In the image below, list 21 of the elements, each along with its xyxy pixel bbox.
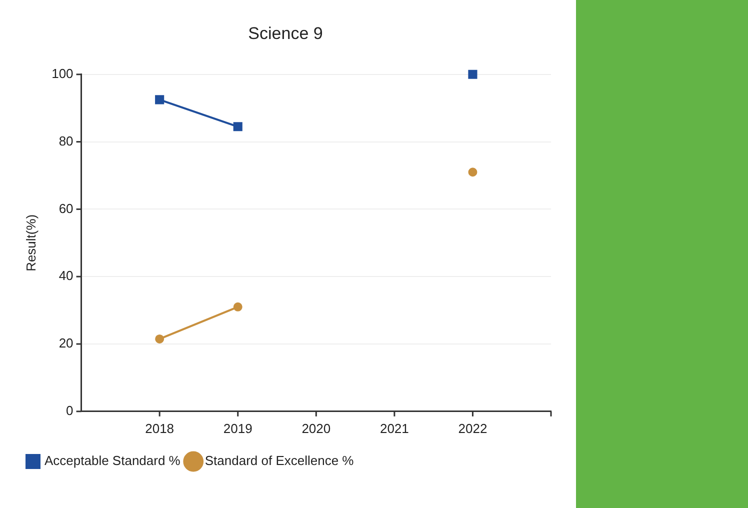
point: [233, 302, 242, 312]
point: [233, 122, 242, 132]
x-tick-label: 2020: [302, 420, 331, 436]
x-tick-label: 2022: [458, 420, 488, 436]
y-tick-label: 20: [58, 336, 74, 351]
x-tick-label: 2018: [145, 420, 174, 436]
y-tick-label: 80: [58, 133, 74, 148]
point: [155, 334, 164, 344]
legend-label: Acceptable Standard %: [44, 453, 181, 468]
legend-label: Standard of Excellence %: [204, 453, 354, 468]
point: [155, 95, 164, 104]
y-tick-label: 100: [52, 66, 74, 81]
x-tick-label: 2021: [380, 420, 409, 436]
chart-title: Science 9: [248, 24, 323, 43]
y-tick-label: 60: [58, 200, 74, 216]
y-tick-label: 40: [58, 268, 74, 284]
y-tick-label: 0: [66, 402, 74, 418]
y-axis-title: Result(%): [23, 214, 38, 272]
point: [468, 168, 478, 177]
x-tick-label: 2019: [223, 420, 252, 436]
point: [468, 70, 478, 79]
